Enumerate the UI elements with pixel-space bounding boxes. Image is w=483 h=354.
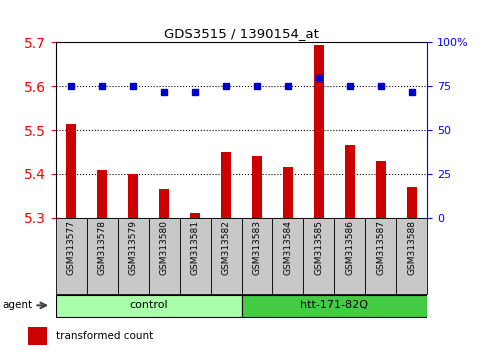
Bar [252,156,262,218]
Bar [313,45,325,218]
Text: GSM313588: GSM313588 [408,220,416,275]
Bar [117,218,149,294]
Text: GSM313584: GSM313584 [284,220,293,275]
Bar [28,327,47,345]
Bar [56,218,86,294]
Bar [366,218,397,294]
Text: GSM313586: GSM313586 [345,220,355,275]
Bar [407,187,417,218]
Bar [221,152,231,218]
Text: GSM313582: GSM313582 [222,220,230,275]
Bar [283,167,293,218]
Bar [303,218,334,294]
Text: transformed count: transformed count [56,331,153,341]
Bar [180,218,211,294]
Bar [86,218,117,294]
Bar [66,124,76,218]
Bar [334,218,366,294]
Text: GSM313583: GSM313583 [253,220,261,275]
Bar [242,218,272,294]
Text: GSM313577: GSM313577 [67,220,75,275]
Bar [376,161,386,218]
Bar [97,170,107,218]
Text: GSM313587: GSM313587 [376,220,385,275]
Bar [149,218,180,294]
Bar [211,218,242,294]
Bar [158,189,170,218]
Bar [190,213,200,218]
Title: GDS3515 / 1390154_at: GDS3515 / 1390154_at [164,27,319,40]
Text: GSM313578: GSM313578 [98,220,107,275]
Text: GSM313579: GSM313579 [128,220,138,275]
Bar [344,145,355,218]
Text: GSM313581: GSM313581 [190,220,199,275]
Text: GSM313585: GSM313585 [314,220,324,275]
Bar [397,218,427,294]
Text: GSM313580: GSM313580 [159,220,169,275]
Bar [128,174,139,218]
Text: agent: agent [3,301,33,310]
Bar [242,295,427,317]
Bar [272,218,303,294]
Text: htt-171-82Q: htt-171-82Q [300,301,369,310]
Text: control: control [129,301,168,310]
Bar [56,295,242,317]
